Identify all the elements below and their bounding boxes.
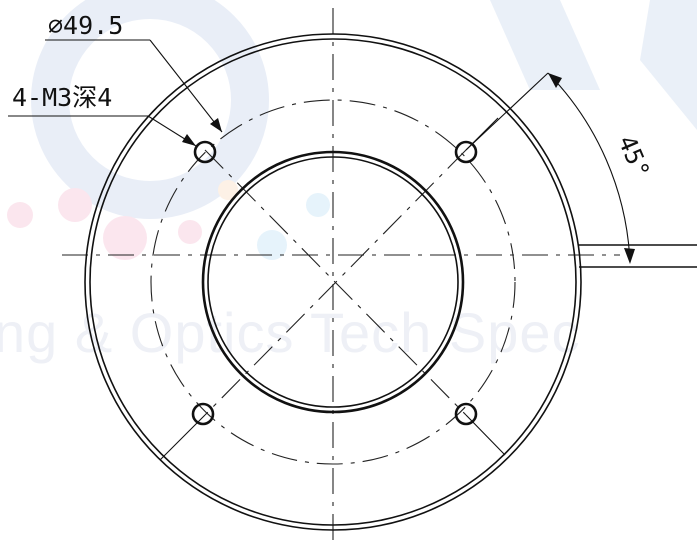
watermark-dot [218, 180, 238, 200]
arrowhead [548, 73, 562, 88]
angle-arc [547, 72, 631, 263]
diagonal-extension-line [465, 117, 499, 151]
arrowhead [182, 134, 196, 146]
mounting-hole [193, 140, 217, 164]
pitch-circle [150, 99, 516, 465]
watermark-dot [306, 193, 330, 217]
inner-bore [201, 150, 465, 414]
hole-spec-dimension: 4-M3深4 [8, 83, 197, 147]
mounting-hole [191, 402, 215, 426]
watermark-dot [257, 230, 287, 260]
watermark-logo-shape [490, 0, 600, 90]
arrowhead [210, 118, 222, 132]
watermark-logo-shape [640, 0, 697, 130]
pcd-label: ∅49.5 [48, 11, 123, 40]
inner-bore-edge [207, 156, 459, 408]
watermark-dot [103, 216, 147, 260]
angle-label: 45° [612, 131, 655, 182]
outer-ring-edge [84, 33, 582, 531]
watermark-text: ng & Optics Tech Spec [0, 301, 581, 364]
outer-ring [84, 33, 582, 531]
mounting-hole [454, 140, 478, 164]
pcd-leader-line [149, 39, 223, 133]
watermark-dot [58, 188, 92, 222]
inner-bore-edge [201, 150, 465, 414]
mounting-hole [454, 402, 478, 426]
arrowhead [624, 248, 635, 264]
mounting-holes [191, 140, 478, 426]
outer-ring-edge [89, 38, 577, 526]
hole-leader-lines [159, 72, 549, 461]
angle-dimension: 45° [547, 72, 655, 264]
pcd-dimension: ∅49.5 [45, 11, 223, 133]
hole-spec-label: 4-M3深4 [12, 83, 112, 112]
watermark-dot [7, 202, 33, 228]
watermark-dot [178, 220, 202, 244]
side-connector [578, 244, 697, 268]
watermark: ng & Optics Tech Spec [0, 0, 697, 364]
watermark-ring [31, 0, 269, 219]
